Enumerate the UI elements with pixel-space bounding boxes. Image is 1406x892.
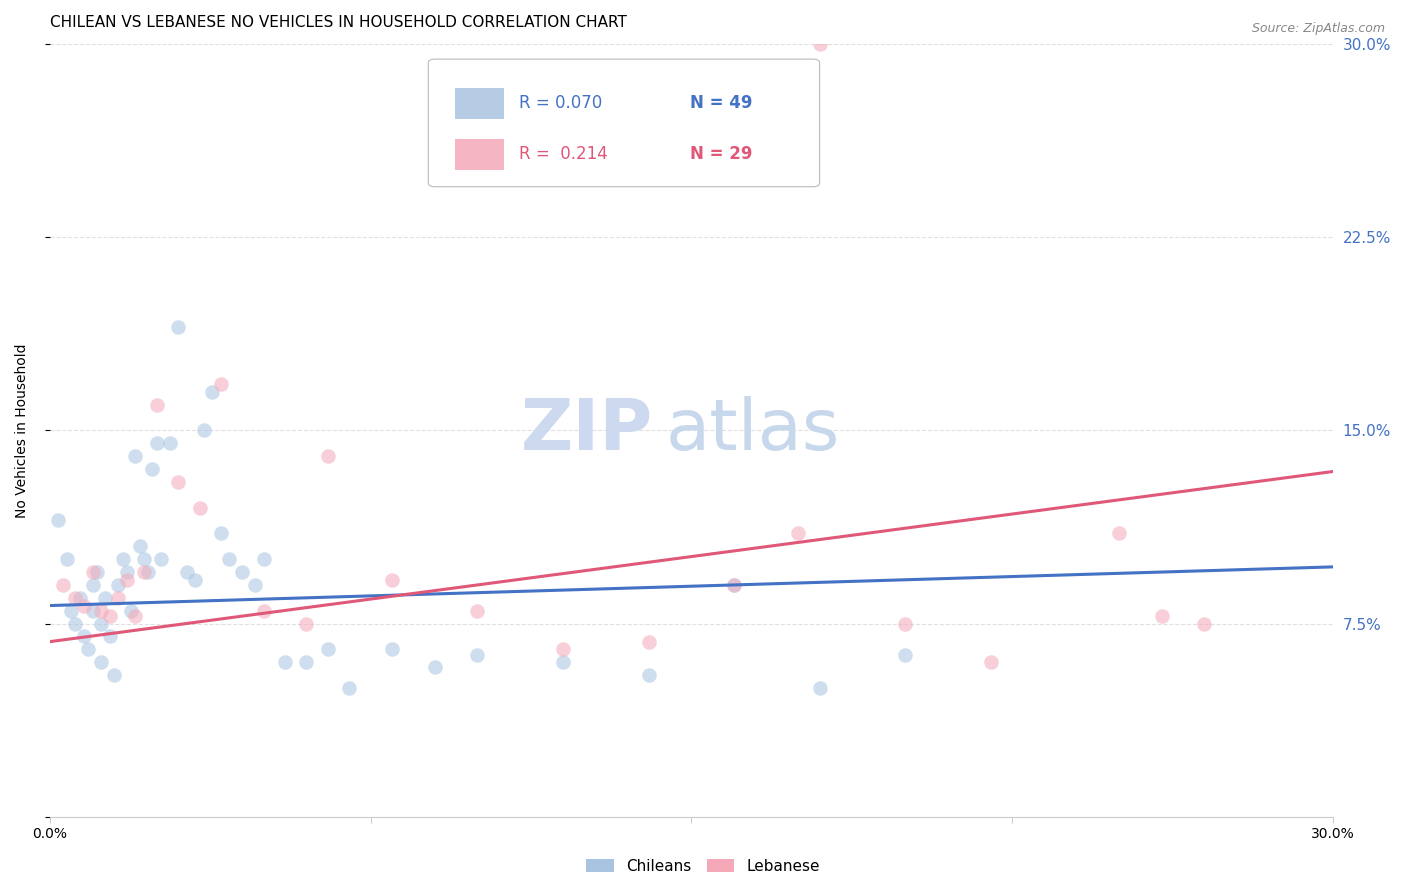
FancyBboxPatch shape [456, 87, 503, 119]
Point [115, 565, 138, 579]
Point [808, 681, 831, 695]
Point [723, 578, 745, 592]
Text: N = 29: N = 29 [690, 145, 752, 163]
Point [274, 655, 297, 669]
Point [637, 634, 659, 648]
Point [98, 608, 121, 623]
Point [167, 475, 190, 489]
Point [159, 436, 181, 450]
Y-axis label: No Vehicles in Household: No Vehicles in Household [15, 343, 30, 517]
Point [86, 565, 108, 579]
Point [60, 604, 83, 618]
Point [253, 604, 276, 618]
Point [184, 573, 207, 587]
Point [132, 565, 155, 579]
Point [295, 616, 318, 631]
Point [176, 565, 198, 579]
Point [107, 591, 129, 605]
Point [201, 384, 224, 399]
Point [209, 376, 232, 391]
Point [637, 668, 659, 682]
Point [56, 552, 79, 566]
Point [107, 578, 129, 592]
Point [65, 591, 87, 605]
Point [132, 552, 155, 566]
Point [120, 604, 142, 618]
Point [90, 604, 112, 618]
Point [94, 591, 117, 605]
Legend: Chileans, Lebanese: Chileans, Lebanese [581, 853, 825, 880]
Point [218, 552, 240, 566]
Point [316, 449, 339, 463]
Point [124, 608, 146, 623]
Point [423, 660, 446, 674]
Text: atlas: atlas [665, 396, 839, 465]
Point [1150, 608, 1173, 623]
Point [48, 514, 70, 528]
Point [82, 578, 104, 592]
Text: ZIP: ZIP [520, 396, 652, 465]
Point [124, 449, 146, 463]
Point [111, 552, 134, 566]
Point [128, 539, 150, 553]
Point [723, 578, 745, 592]
Point [145, 397, 167, 411]
Point [69, 591, 91, 605]
Point [894, 616, 917, 631]
Point [150, 552, 173, 566]
Point [1108, 526, 1130, 541]
Point [193, 423, 215, 437]
Point [381, 573, 404, 587]
Point [103, 668, 125, 682]
Point [295, 655, 318, 669]
Point [316, 642, 339, 657]
Point [145, 436, 167, 450]
Point [115, 573, 138, 587]
Point [167, 320, 190, 334]
Point [894, 648, 917, 662]
Point [52, 578, 75, 592]
Point [337, 681, 360, 695]
Text: CHILEAN VS LEBANESE NO VEHICLES IN HOUSEHOLD CORRELATION CHART: CHILEAN VS LEBANESE NO VEHICLES IN HOUSE… [49, 15, 627, 30]
Point [136, 565, 159, 579]
FancyBboxPatch shape [456, 139, 503, 169]
Text: R =  0.214: R = 0.214 [519, 145, 609, 163]
Point [253, 552, 276, 566]
Point [231, 565, 253, 579]
Point [980, 655, 1002, 669]
Text: R = 0.070: R = 0.070 [519, 95, 603, 112]
Point [551, 655, 574, 669]
Point [467, 648, 489, 662]
Point [82, 604, 104, 618]
Text: N = 49: N = 49 [690, 95, 752, 112]
Point [73, 630, 96, 644]
Point [551, 642, 574, 657]
FancyBboxPatch shape [429, 59, 820, 186]
Point [243, 578, 266, 592]
Point [90, 616, 112, 631]
Point [209, 526, 232, 541]
Point [808, 37, 831, 51]
Point [90, 655, 112, 669]
Point [98, 630, 121, 644]
Text: Source: ZipAtlas.com: Source: ZipAtlas.com [1251, 22, 1385, 36]
Point [77, 642, 100, 657]
Point [73, 599, 96, 613]
Point [381, 642, 404, 657]
Point [82, 565, 104, 579]
Point [787, 526, 810, 541]
Point [1194, 616, 1216, 631]
Point [467, 604, 489, 618]
Point [141, 462, 163, 476]
Point [188, 500, 211, 515]
Point [65, 616, 87, 631]
